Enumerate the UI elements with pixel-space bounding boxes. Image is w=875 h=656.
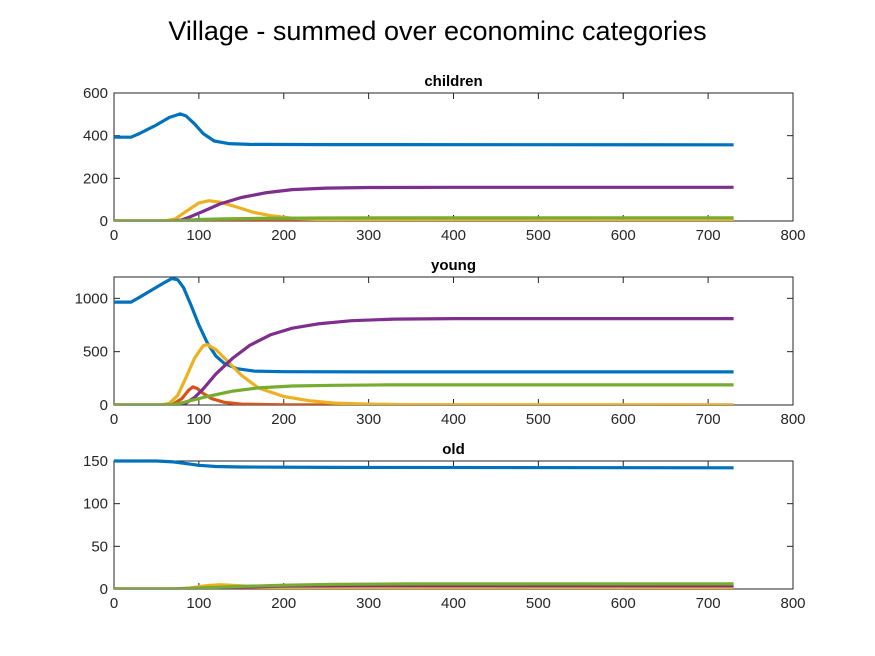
subplot-title: old [442, 441, 465, 458]
y-tick-label: 100 [83, 496, 108, 513]
x-tick-label: 800 [780, 411, 805, 428]
x-tick-label: 600 [611, 411, 636, 428]
subplot-title: children [424, 73, 482, 90]
x-tick-label: 500 [526, 411, 551, 428]
x-tick-label: 800 [780, 227, 805, 244]
x-tick-label: 500 [526, 595, 551, 612]
x-tick-label: 300 [356, 595, 381, 612]
x-tick-label: 300 [356, 227, 381, 244]
series-line-3 [114, 199, 734, 221]
y-tick: 100 [83, 496, 793, 513]
y-tick-label: 50 [91, 538, 108, 555]
series-line-5 [114, 582, 734, 589]
x-tick-label: 0 [110, 411, 118, 428]
axes-box [113, 92, 794, 222]
x-tick-label: 300 [356, 411, 381, 428]
series-line-1 [114, 277, 734, 374]
subplot-children: children 0 100 200 300 400 500 600 700 800 0 200 400… [83, 73, 806, 244]
series-line-3 [114, 343, 734, 405]
x-tick-label: 100 [186, 595, 211, 612]
x-tick-label: 0 [110, 227, 118, 244]
figure-title: Village - summed over econominc categori… [168, 16, 707, 46]
x-tick-label: 700 [696, 411, 721, 428]
y-tick-label: 600 [83, 85, 108, 102]
y-tick-label: 200 [83, 170, 108, 187]
x-tick-label: 100 [186, 227, 211, 244]
y-tick: 600 [83, 85, 793, 102]
x-tick-label: 200 [271, 595, 296, 612]
x-tick-label: 700 [696, 595, 721, 612]
x-tick-label: 400 [441, 227, 466, 244]
x-tick-label: 500 [526, 227, 551, 244]
y-tick-label: 0 [100, 581, 108, 598]
x-tick-label: 400 [441, 411, 466, 428]
subplot-title: young [431, 257, 476, 274]
x-tick-label: 100 [186, 411, 211, 428]
x-tick: 800 [780, 93, 806, 244]
y-tick: 500 [83, 344, 793, 361]
y-tick-label: 150 [83, 453, 108, 470]
x-tick-label: 700 [696, 227, 721, 244]
x-tick: 200 [271, 277, 296, 428]
x-tick: 600 [611, 277, 636, 428]
series-group [114, 459, 734, 589]
series-line-5 [114, 216, 734, 221]
x-tick-label: 600 [611, 227, 636, 244]
series-line-5 [114, 383, 734, 405]
x-tick-label: 200 [271, 227, 296, 244]
x-tick-label: 0 [110, 595, 118, 612]
y-tick: 1000 [75, 290, 793, 307]
y-tick-label: 1000 [75, 290, 108, 307]
x-tick-label: 400 [441, 595, 466, 612]
series-line-1 [114, 459, 734, 470]
series-line-1 [114, 112, 734, 147]
y-tick: 200 [83, 170, 793, 187]
x-tick-label: 600 [611, 595, 636, 612]
x-tick-label: 800 [780, 595, 805, 612]
y-tick-label: 0 [100, 397, 108, 414]
y-tick-label: 400 [83, 128, 108, 145]
x-tick: 800 [780, 277, 806, 428]
x-tick: 800 [780, 461, 806, 612]
subplot-old: old 0 100 200 300 400 500 600 700 800 0 50 100 150 [83, 441, 806, 612]
y-tick: 50 [91, 538, 793, 555]
axes-box [113, 460, 794, 590]
y-tick-label: 500 [83, 344, 108, 361]
subplot-young: young 0 100 200 300 400 500 600 700 800 0 500 1000 [75, 257, 806, 428]
x-tick: 100 [186, 277, 211, 428]
series-group [114, 112, 734, 221]
series-group [114, 277, 734, 405]
y-tick-label: 0 [100, 213, 108, 230]
x-tick-label: 200 [271, 411, 296, 428]
